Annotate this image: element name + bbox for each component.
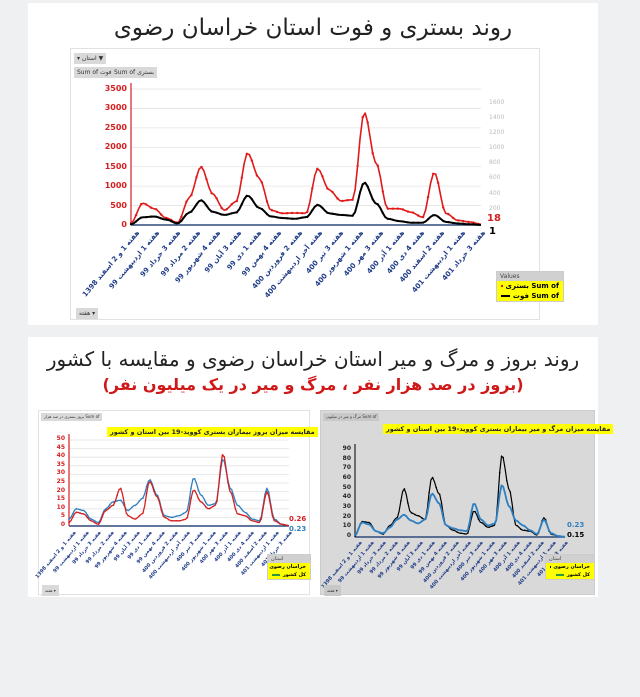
legend-header: Values [497,272,563,281]
y-tick-label: 500 [99,201,127,210]
hospitalization-death-card: روند بستری و فوت استان خراسان رضوی ▼ است… [28,3,598,325]
legend: استان خراسان رضوی کل کشور [267,554,311,580]
line-plot-area [69,440,289,526]
black-line-marker-icon [501,295,510,297]
y-tick-label: 1400 [489,114,517,121]
y-tick-label: 600 [489,174,517,181]
y-tick-label: 80 [325,455,351,462]
y-tick-label: 1000 [99,181,127,190]
legend-item-country[interactable]: کل کشور [546,571,594,579]
y-tick-label: 0 [325,532,351,539]
y-tick-label: 3000 [99,103,127,112]
card-title: روند بروز و مرگ و میر استان خراسان رضوی … [28,347,598,371]
line-plot-area [355,450,565,537]
province-filter-button[interactable]: ▼ استان ▾ [74,53,106,64]
end-label-deaths: 1 [489,226,496,237]
y-tick-label: 70 [325,464,351,471]
legend-item-country[interactable]: کل کشور [268,571,310,579]
field-button-incidence[interactable]: بروز بستری در صد هزار Sum of [41,413,102,421]
y-tick-label: 1500 [99,162,127,171]
y-tick-label: 50 [39,435,65,442]
legend: Values Sum of بستری Sum of فوت [496,271,564,302]
y-tick-label: 40 [325,493,351,500]
legend-header: استان [546,555,594,563]
y-tick-label: 40 [39,452,65,459]
y-tick-label: 90 [325,445,351,452]
y-tick-label: 1200 [489,129,517,136]
week-filter-button[interactable]: هفته ▾ [76,308,98,319]
y-tick-label: 800 [489,159,517,166]
card-title: روند بستری و فوت استان خراسان رضوی [28,15,598,41]
y-tick-label: 15 [39,495,65,502]
line-plot-area [131,89,481,225]
red-line-marker-icon [501,285,503,287]
card-subtitle: (بروز در صد هزار نفر ، مرگ و میر در یک م… [28,375,598,394]
y-tick-label: 25 [39,478,65,485]
filter-icon: ▼ [99,55,104,62]
legend-item-deaths[interactable]: Sum of فوت [497,291,563,301]
y-tick-label: 10 [325,522,351,529]
y-tick-label: 0 [99,220,127,229]
y-tick-label: 0 [39,521,65,528]
legend-item-province[interactable]: خراسان رضوی [546,563,594,571]
y-tick-label: 35 [39,461,65,468]
y-tick-label: 5 [39,512,65,519]
y-tick-label: 400 [489,190,517,197]
end-label-province: 0.26 [289,515,306,523]
y-tick-label: 20 [325,513,351,520]
y-tick-label: 1600 [489,99,517,106]
y-tick-label: 30 [39,469,65,476]
field-button-hospitalized[interactable]: Sum of بستری [111,67,157,78]
incidence-mortality-card: روند بروز و مرگ و میر استان خراسان رضوی … [28,337,598,597]
green-line-marker-icon [556,574,564,576]
legend: استان خراسان رضوی کل کشور [545,554,595,580]
legend-item-hospitalized[interactable]: Sum of بستری [497,281,563,291]
pivot-chart-frame: ▼ استان ▾ Sum of فوت Sum of بستری 0 500 10… [70,48,540,320]
y-tick-label: 1000 [489,144,517,151]
field-button-deaths[interactable]: Sum of فوت [74,67,115,78]
y-tick-label: 200 [489,205,517,212]
mortality-chart-frame: مرگ و میر در میلیون Sum of مقایسه میزان … [320,410,595,595]
incidence-chart-frame: بروز بستری در صد هزار Sum of مقایسه میزا… [38,410,310,595]
chart-title: مقایسه میزان مرگ و میر بیماران بستری کوو… [383,424,613,434]
y-tick-label: 50 [325,484,351,491]
y-tick-label: 2000 [99,142,127,151]
y-tick-label: 45 [39,444,65,451]
y-tick-label: 3500 [99,84,127,93]
y-tick-label: 2500 [99,123,127,132]
legend-header: استان [268,555,310,563]
end-label-province: 0.15 [567,531,584,539]
legend-item-province[interactable]: خراسان رضوی [268,563,310,571]
chart-title: مقایسه میزان بروز بیماران بستری کووید-19… [107,427,318,437]
y-tick-label: 30 [325,503,351,510]
week-filter-button[interactable]: هفته ▾ [42,585,59,596]
y-tick-label: 20 [39,487,65,494]
field-button-mortality[interactable]: مرگ و میر در میلیون Sum of [323,413,379,421]
end-label-country: 0.23 [567,521,584,529]
y-tick-label: 10 [39,504,65,511]
green-line-marker-icon [272,574,280,576]
y-tick-label: 60 [325,474,351,481]
week-filter-button[interactable]: هفته ▾ [324,585,341,596]
end-label-hospitalized: 18 [487,213,501,224]
